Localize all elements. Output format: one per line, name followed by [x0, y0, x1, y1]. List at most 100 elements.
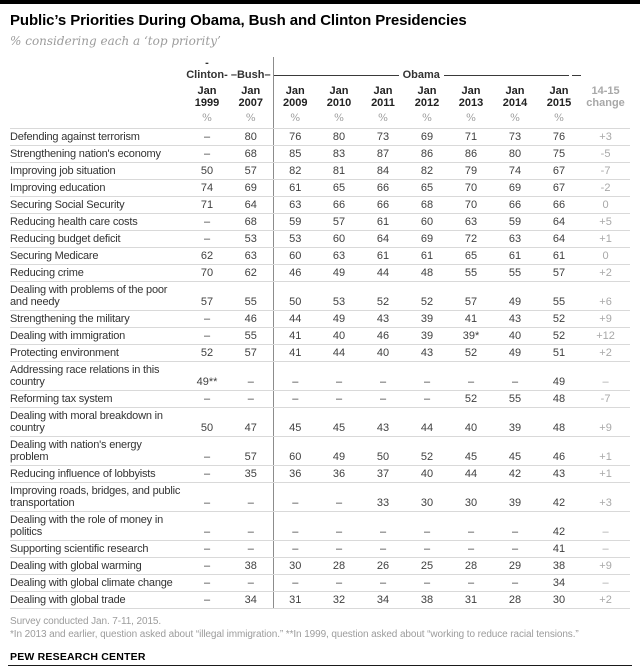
priorities-table: -Clinton- –Bush– Obama Jan 1999 Jan 2007 Jan… [10, 57, 631, 609]
value-cell: 51 [537, 344, 582, 362]
value-cell: 79 [449, 162, 493, 180]
value-cell: 28 [449, 557, 493, 575]
value-cell: – [229, 361, 273, 391]
value-cell: 45 [272, 407, 317, 437]
value-cell: 30 [272, 557, 317, 575]
value-cell: 30 [537, 591, 582, 609]
value-cell: 52 [185, 344, 229, 362]
value-cell: 65 [449, 247, 493, 265]
value-cell: 63 [317, 247, 361, 265]
value-cell: 84 [361, 162, 405, 180]
value-cell: 87 [361, 145, 405, 163]
value-cell: – [185, 482, 229, 512]
value-cell: 43 [537, 465, 582, 483]
empty-percent-label [10, 111, 185, 129]
table-row: Addressing race relations in this countr… [10, 361, 631, 391]
value-cell: 26 [361, 557, 405, 575]
value-cell: 73 [361, 128, 405, 146]
value-cell: – [185, 390, 229, 408]
table-row: Strengthening nation's economy –68 85 83 87… [10, 145, 631, 163]
value-cell: 66 [361, 196, 405, 214]
value-cell: 39 [493, 407, 537, 437]
value-cell: 62 [185, 247, 229, 265]
value-cell: 41 [272, 327, 317, 345]
value-cell: 61 [272, 179, 317, 197]
value-cell: – [185, 310, 229, 328]
change-cell: +6 [581, 281, 631, 311]
change-cell: +1 [581, 436, 631, 466]
value-cell: 43 [405, 344, 449, 362]
year-column-header: Jan 2011 [371, 85, 395, 109]
change-cell: 0 [581, 196, 631, 214]
value-cell: 68 [229, 145, 273, 163]
value-cell: 34 [537, 574, 582, 592]
value-cell: 71 [185, 196, 229, 214]
empty-corner [10, 57, 185, 84]
table-row: Dealing with nation's energy problem –57… [10, 436, 631, 466]
percent-symbol: % [317, 111, 361, 129]
value-cell: – [272, 482, 317, 512]
value-cell: – [229, 574, 273, 592]
value-cell: 44 [405, 407, 449, 437]
percent-symbol: % [405, 111, 449, 129]
value-cell: 53 [317, 281, 361, 311]
table-row: Reducing influence of lobbyists –35 36 36 3… [10, 465, 631, 483]
group-bush: –Bush– [230, 69, 271, 81]
change-cell: +3 [581, 482, 631, 512]
table-row: Supporting scientific research – – – – – – – –4… [10, 540, 631, 558]
value-cell: 86 [405, 145, 449, 163]
row-label: Reducing health care costs [10, 213, 185, 231]
value-cell: 30 [449, 482, 493, 512]
bottom-rule [8, 665, 632, 666]
obama-right-line-end [572, 74, 582, 76]
value-cell: 48 [405, 264, 449, 282]
value-cell: 40 [317, 327, 361, 345]
table-row: Dealing with problems of the poor and ne… [10, 281, 631, 311]
value-cell: 44 [272, 310, 317, 328]
value-cell: 34 [361, 591, 405, 609]
percent-symbol: % [185, 111, 229, 129]
value-cell: 45 [317, 407, 361, 437]
value-cell: – [185, 213, 229, 231]
value-cell: 69 [405, 230, 449, 248]
value-cell: 40 [449, 407, 493, 437]
value-cell: 40 [361, 344, 405, 362]
value-cell: 65 [405, 179, 449, 197]
row-label: Dealing with the role of money in politi… [10, 511, 185, 541]
change-cell: +9 [581, 557, 631, 575]
value-cell: 86 [449, 145, 493, 163]
row-label: Strengthening the military [10, 310, 185, 328]
year-column-header: Jan 2014 [502, 85, 528, 109]
value-cell: 52 [361, 281, 405, 311]
row-label: Defending against terrorism [10, 128, 185, 146]
value-cell: 53 [272, 230, 317, 248]
year-column-header: Jan 2012 [414, 85, 440, 109]
value-cell: 61 [493, 247, 537, 265]
value-cell: 40 [493, 327, 537, 345]
value-cell: – [272, 361, 317, 391]
value-cell: 60 [272, 247, 317, 265]
source-label: PEW RESEARCH CENTER [10, 651, 146, 663]
value-cell: 83 [317, 145, 361, 163]
value-cell: 85 [272, 145, 317, 163]
value-cell: – [361, 540, 405, 558]
value-cell: 64 [537, 230, 582, 248]
table-row: Strengthening the military –46 44 49 43 39 41… [10, 310, 631, 328]
president-group-row: -Clinton- –Bush– Obama [10, 57, 630, 84]
value-cell: 74 [185, 179, 229, 197]
row-label: Reducing budget deficit [10, 230, 185, 248]
value-cell: – [185, 230, 229, 248]
value-cell: 42 [537, 511, 582, 541]
value-cell: – [405, 390, 449, 408]
table-row: Defending against terrorism –80 76 80 73 69 7… [10, 128, 631, 146]
value-cell: 43 [493, 310, 537, 328]
value-cell: 35 [229, 465, 273, 483]
table-row: Dealing with the role of money in politi… [10, 511, 631, 541]
value-cell: – [185, 436, 229, 466]
value-cell: 48 [537, 390, 582, 408]
value-cell: 57 [229, 162, 273, 180]
value-cell: – [361, 390, 405, 408]
row-label: Dealing with moral breakdown in country [10, 407, 185, 437]
change-cell: +2 [581, 264, 631, 282]
table-row: Reducing health care costs –68 59 57 61 60 63… [10, 213, 631, 231]
